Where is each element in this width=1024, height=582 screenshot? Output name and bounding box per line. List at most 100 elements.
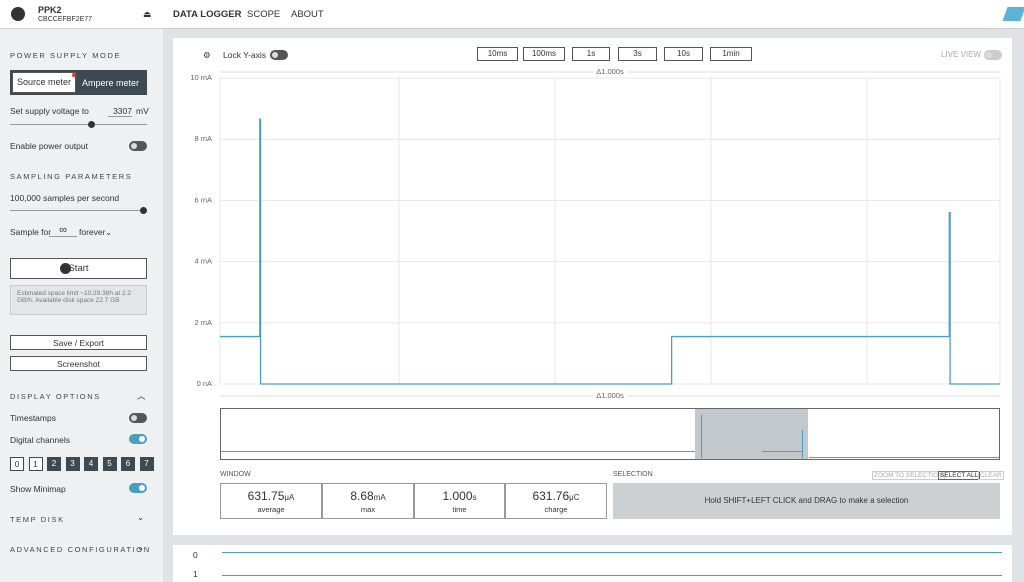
section-title: DISPLAY OPTIONS: [10, 392, 101, 401]
label: Sample for: [10, 227, 52, 237]
label: 100,000 samples per second: [10, 193, 120, 203]
label: Digital channels: [10, 435, 71, 445]
slider: [10, 210, 147, 211]
dot: [72, 73, 76, 77]
minimap-trace: [701, 415, 702, 458]
minimap-trace: [809, 457, 999, 458]
chevron[interactable]: ⌄: [137, 512, 145, 522]
slider-knob[interactable]: [88, 121, 95, 128]
stat-unit: s: [472, 493, 477, 502]
button[interactable]: ZOOM TO SELECTION: [872, 471, 945, 480]
channel-button[interactable]: 5: [102, 457, 117, 471]
window-button[interactable]: 3s: [618, 47, 657, 61]
button[interactable]: Screenshot: [10, 356, 147, 371]
toggle[interactable]: [984, 50, 1002, 60]
channel-button[interactable]: 2: [47, 457, 61, 471]
minimap-trace: [221, 451, 695, 452]
label: Show Minimap: [10, 484, 66, 494]
header: [0, 0, 1024, 29]
mode-button[interactable]: Ampere meter: [82, 78, 140, 88]
section-title: SAMPLING PARAMETERS: [10, 172, 133, 181]
stat-value: 8.68mA: [323, 489, 413, 503]
input[interactable]: ∞: [49, 224, 77, 237]
stat-label: charge: [544, 505, 568, 514]
device-icon: [11, 7, 25, 21]
play-icon: [60, 263, 71, 274]
y-tick-label: 6 mA: [194, 195, 212, 204]
window-button[interactable]: 1s: [572, 47, 610, 61]
mode-button[interactable]: Source meter: [12, 72, 76, 93]
minimap: [220, 408, 1000, 460]
toggle[interactable]: [129, 413, 147, 423]
annotation-bg: [593, 66, 628, 76]
stat-number: 8.68: [350, 489, 374, 503]
window-button[interactable]: 1min: [710, 47, 752, 61]
eject[interactable]: ⏏: [143, 9, 152, 19]
dropdown[interactable]: forever: [79, 227, 106, 237]
channel-button[interactable]: 4: [84, 457, 98, 471]
section-title: TEMP DISK: [10, 515, 65, 524]
slider-knob[interactable]: [140, 207, 147, 214]
stat-number: 631.76: [532, 489, 570, 503]
label: Timestamps: [10, 413, 56, 423]
annotation: Δ1.000s: [596, 67, 624, 76]
button[interactable]: Save / Export: [10, 335, 147, 350]
chevron[interactable]: ⌄: [137, 542, 145, 552]
button[interactable]: CLEAR: [978, 471, 1004, 480]
stat-unit: mA: [373, 493, 386, 502]
channel-button[interactable]: 3: [65, 457, 80, 471]
toggle[interactable]: [129, 483, 147, 493]
button-label: Start: [68, 263, 89, 274]
label: Enable power output: [10, 141, 88, 151]
button[interactable]: SELECT ALL: [938, 471, 981, 480]
channel-trace: [222, 575, 1002, 576]
stat-box: 631.75μA average: [220, 483, 322, 519]
channel-button[interactable]: 7: [139, 457, 154, 471]
stat-label: time: [452, 505, 467, 514]
label: Set supply voltage to: [10, 106, 89, 116]
stat-unit: μC: [569, 493, 580, 502]
y-tick-label: 0 nA: [197, 379, 212, 388]
section-title: ADVANCED CONFIGURATION: [10, 545, 151, 554]
stat-label: max: [360, 505, 376, 514]
section-title: POWER SUPPLY MODE: [10, 51, 122, 60]
toggle[interactable]: [129, 141, 147, 151]
device-serial: CBCCEFBF2E77: [38, 16, 93, 23]
info-box: Estimated space limit ~10:29:38h at 2.2 …: [10, 285, 147, 315]
toggle[interactable]: [129, 434, 147, 444]
minimap-trace: [802, 430, 803, 458]
settings-icon[interactable]: ⚙: [203, 50, 211, 60]
y-tick-label: 2 mA: [194, 318, 212, 327]
chart-card: [173, 38, 1012, 535]
section-title: SELECTION: [613, 471, 653, 478]
start-button[interactable]: Start: [10, 258, 147, 279]
input[interactable]: 3307: [108, 106, 132, 117]
label: LIVE VIEW: [941, 50, 982, 59]
tab[interactable]: SCOPE: [247, 9, 281, 20]
window-button[interactable]: 10ms: [477, 47, 518, 61]
minimap-window[interactable]: [695, 409, 808, 459]
stat-number: 631.75: [247, 489, 285, 503]
stat-number: 1.000: [442, 489, 473, 503]
channel-button[interactable]: 0: [10, 457, 24, 471]
stat-value: 631.75μA: [221, 489, 321, 503]
annotation: Δ1.000s: [596, 391, 624, 400]
slider: [10, 124, 147, 125]
window-button[interactable]: 10s: [664, 47, 703, 61]
label: Lock Y-axis: [223, 50, 266, 60]
annotation-bg: [593, 390, 628, 400]
toggle[interactable]: [270, 50, 288, 60]
window-button[interactable]: 100ms: [523, 47, 565, 61]
tab[interactable]: ABOUT: [291, 9, 324, 20]
stat-box: 1.000s time: [414, 483, 505, 519]
y-tick-label: 8 mA: [194, 134, 212, 143]
unit: mV: [136, 106, 149, 116]
chevron[interactable]: ︿: [137, 391, 146, 401]
tab[interactable]: DATA LOGGER: [173, 9, 242, 20]
stat-box: 8.68mA max: [322, 483, 414, 519]
device-name: PPK2: [38, 5, 62, 15]
channel-button[interactable]: 1: [28, 457, 43, 471]
channel-button[interactable]: 6: [121, 457, 135, 471]
